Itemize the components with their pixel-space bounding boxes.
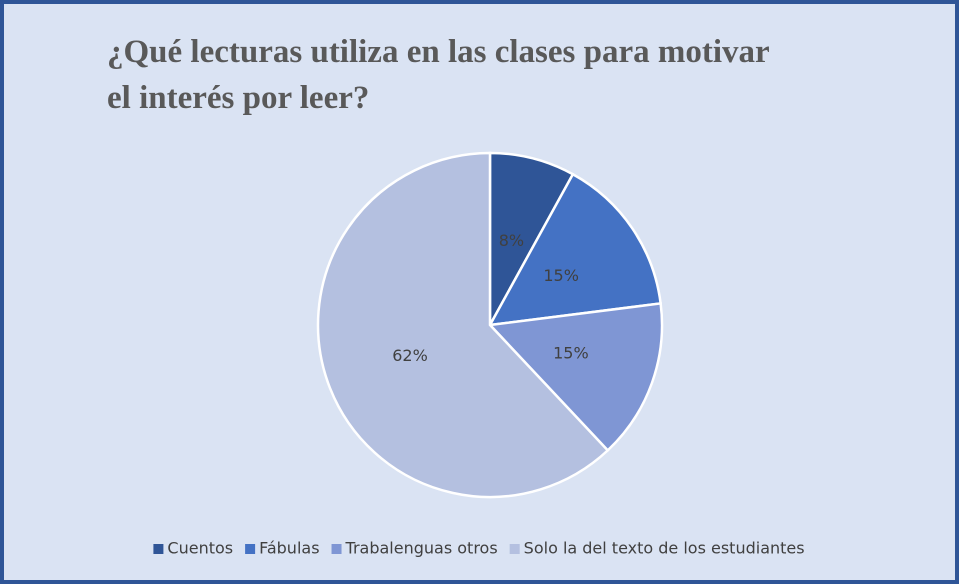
legend-label: Trabalenguas otros bbox=[345, 539, 498, 558]
pie-slice bbox=[487, 302, 664, 453]
legend-label: Fábulas bbox=[259, 539, 319, 558]
legend-label: Solo la del texto de los estudiantes bbox=[524, 539, 805, 558]
legend-marker bbox=[509, 544, 520, 554]
data-label: 15% bbox=[553, 344, 589, 363]
legend-marker bbox=[245, 544, 256, 554]
legend-marker bbox=[331, 544, 342, 554]
data-label: 62% bbox=[392, 346, 428, 365]
pie-slice bbox=[316, 151, 610, 499]
legend-label: Cuentos bbox=[167, 539, 233, 558]
legend-marker bbox=[153, 544, 164, 554]
data-label: 15% bbox=[543, 266, 579, 285]
data-label: 8% bbox=[499, 231, 524, 250]
chart-title: el interés por leer? bbox=[107, 80, 369, 116]
pie-slice bbox=[487, 172, 663, 327]
chart-title: ¿Qué lecturas utiliza en las clases para… bbox=[107, 34, 770, 70]
